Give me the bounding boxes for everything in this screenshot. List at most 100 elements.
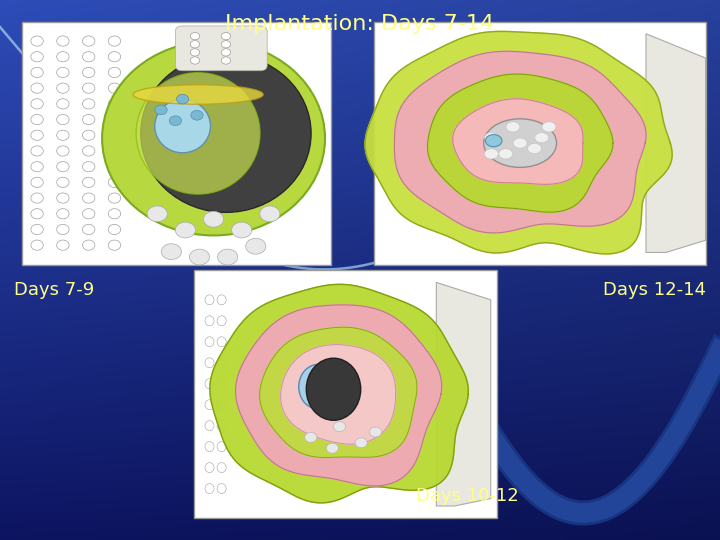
- Ellipse shape: [176, 222, 195, 238]
- Ellipse shape: [506, 122, 520, 132]
- Ellipse shape: [542, 122, 556, 132]
- Ellipse shape: [205, 400, 214, 410]
- Ellipse shape: [57, 161, 69, 172]
- Ellipse shape: [169, 116, 181, 126]
- Ellipse shape: [528, 144, 541, 153]
- Polygon shape: [436, 282, 491, 506]
- Ellipse shape: [57, 146, 69, 156]
- Ellipse shape: [190, 40, 199, 48]
- Ellipse shape: [190, 57, 199, 64]
- Ellipse shape: [217, 484, 226, 494]
- Ellipse shape: [83, 177, 95, 187]
- Ellipse shape: [221, 32, 230, 40]
- Ellipse shape: [205, 337, 214, 347]
- Ellipse shape: [31, 161, 43, 172]
- Polygon shape: [428, 74, 613, 212]
- Ellipse shape: [499, 149, 513, 159]
- Ellipse shape: [133, 85, 263, 104]
- Ellipse shape: [31, 114, 43, 125]
- Polygon shape: [365, 31, 672, 254]
- Ellipse shape: [136, 72, 260, 194]
- Ellipse shape: [83, 114, 95, 125]
- Ellipse shape: [217, 316, 226, 326]
- Ellipse shape: [31, 99, 43, 109]
- Ellipse shape: [57, 36, 69, 46]
- Ellipse shape: [369, 427, 382, 437]
- Ellipse shape: [83, 240, 95, 250]
- Ellipse shape: [108, 161, 121, 172]
- Ellipse shape: [83, 193, 95, 203]
- Ellipse shape: [83, 52, 95, 62]
- Ellipse shape: [83, 99, 95, 109]
- Polygon shape: [260, 327, 417, 457]
- Ellipse shape: [217, 442, 226, 451]
- Ellipse shape: [57, 208, 69, 219]
- Ellipse shape: [205, 463, 214, 472]
- Ellipse shape: [108, 240, 121, 250]
- Ellipse shape: [217, 421, 226, 430]
- Ellipse shape: [513, 138, 527, 148]
- Ellipse shape: [221, 57, 230, 64]
- Text: Implantation: Days 7-14: Implantation: Days 7-14: [225, 14, 495, 35]
- Ellipse shape: [108, 99, 121, 109]
- Ellipse shape: [108, 193, 121, 203]
- Ellipse shape: [57, 177, 69, 187]
- Ellipse shape: [102, 41, 325, 235]
- Ellipse shape: [83, 130, 95, 140]
- Ellipse shape: [205, 421, 214, 430]
- Polygon shape: [210, 285, 468, 503]
- Ellipse shape: [108, 208, 121, 219]
- Polygon shape: [235, 305, 441, 486]
- Ellipse shape: [217, 379, 226, 389]
- Ellipse shape: [57, 83, 69, 93]
- Ellipse shape: [176, 94, 189, 104]
- FancyBboxPatch shape: [176, 26, 267, 71]
- Polygon shape: [395, 51, 646, 233]
- Ellipse shape: [217, 400, 226, 410]
- Ellipse shape: [205, 379, 214, 389]
- Ellipse shape: [306, 358, 361, 420]
- Ellipse shape: [221, 40, 230, 48]
- Polygon shape: [453, 99, 583, 184]
- Ellipse shape: [83, 68, 95, 78]
- Ellipse shape: [108, 114, 121, 125]
- Ellipse shape: [205, 316, 214, 326]
- Ellipse shape: [108, 146, 121, 156]
- Ellipse shape: [205, 295, 214, 305]
- Ellipse shape: [205, 484, 214, 494]
- Ellipse shape: [31, 52, 43, 62]
- Ellipse shape: [83, 161, 95, 172]
- Ellipse shape: [205, 442, 214, 451]
- Ellipse shape: [57, 52, 69, 62]
- Ellipse shape: [485, 134, 502, 147]
- Ellipse shape: [217, 295, 226, 305]
- Ellipse shape: [191, 111, 203, 120]
- Ellipse shape: [108, 52, 121, 62]
- Text: Days 7-9: Days 7-9: [14, 281, 94, 299]
- Ellipse shape: [57, 114, 69, 125]
- Ellipse shape: [108, 68, 121, 78]
- Ellipse shape: [108, 177, 121, 187]
- Ellipse shape: [31, 146, 43, 156]
- Ellipse shape: [232, 222, 252, 238]
- Ellipse shape: [260, 206, 280, 222]
- Ellipse shape: [57, 99, 69, 109]
- Ellipse shape: [57, 240, 69, 250]
- Ellipse shape: [217, 358, 226, 368]
- Ellipse shape: [57, 68, 69, 78]
- Ellipse shape: [83, 224, 95, 234]
- Text: Days 12-14: Days 12-14: [603, 281, 706, 299]
- Ellipse shape: [204, 211, 224, 227]
- Ellipse shape: [189, 249, 210, 265]
- Ellipse shape: [83, 146, 95, 156]
- Ellipse shape: [31, 177, 43, 187]
- Ellipse shape: [31, 240, 43, 250]
- Ellipse shape: [108, 130, 121, 140]
- Ellipse shape: [108, 83, 121, 93]
- Ellipse shape: [161, 244, 181, 260]
- Ellipse shape: [83, 36, 95, 46]
- Ellipse shape: [31, 130, 43, 140]
- Ellipse shape: [57, 193, 69, 203]
- Ellipse shape: [221, 49, 230, 56]
- Ellipse shape: [83, 208, 95, 219]
